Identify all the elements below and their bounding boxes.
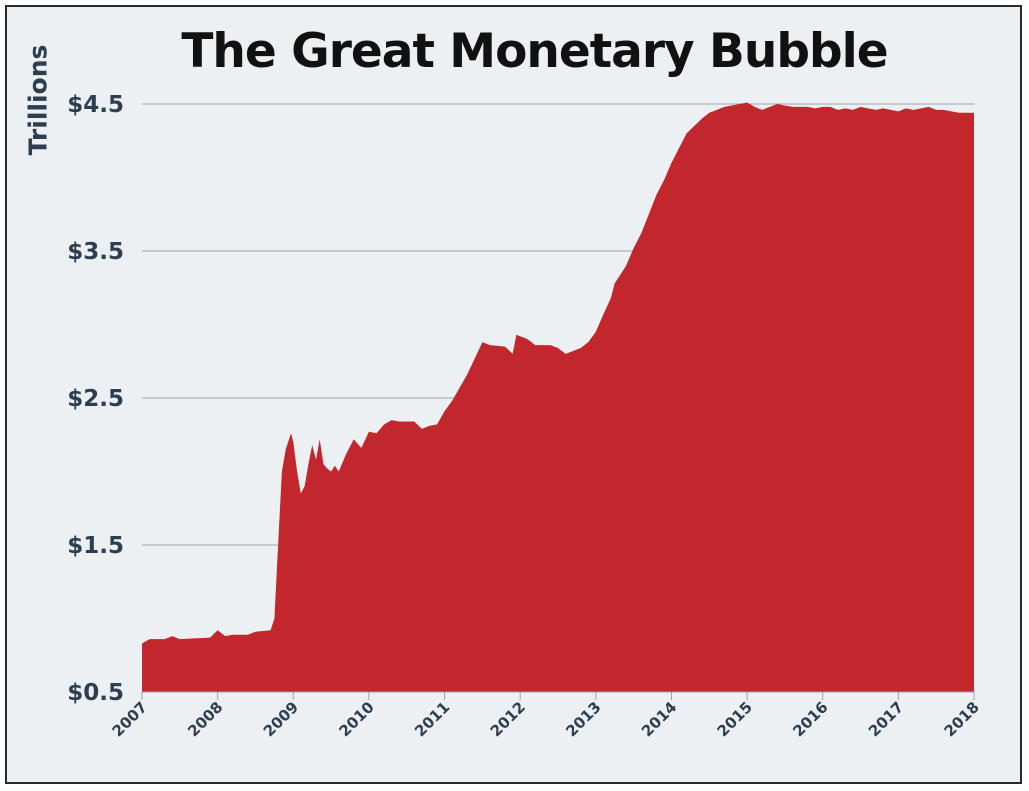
x-tick-labels: 2007 2008 2009 2010 2011 2012 2013 2014 2015 2016…	[109, 692, 983, 740]
x-tick-label: 2009	[260, 698, 302, 740]
x-tick-label: 2011	[411, 698, 453, 740]
x-tick-label: 2016	[789, 698, 831, 740]
y-tick-label: $2.5	[67, 386, 124, 412]
chart-title: The Great Monetary Bubble	[181, 24, 888, 79]
x-tick-label: 2012	[487, 698, 529, 740]
x-tick-label: 2014	[638, 698, 680, 740]
x-tick-label: 2018	[941, 698, 983, 740]
area-fill	[142, 102, 974, 692]
x-tick-label: 2010	[335, 698, 377, 740]
y-tick-label: $4.5	[67, 92, 124, 118]
x-tick-label: 2015	[714, 698, 756, 740]
x-tick-label: 2008	[184, 698, 226, 740]
y-tick-label: $0.5	[67, 680, 124, 706]
y-tick-label: $1.5	[67, 533, 124, 559]
y-tick-labels: $0.5 $1.5 $2.5 $3.5 $4.5	[67, 92, 124, 706]
y-tick-label: $3.5	[67, 239, 124, 265]
x-tick-label: 2017	[865, 698, 907, 740]
x-tick-label: 2013	[562, 698, 604, 740]
area-series	[142, 102, 974, 692]
